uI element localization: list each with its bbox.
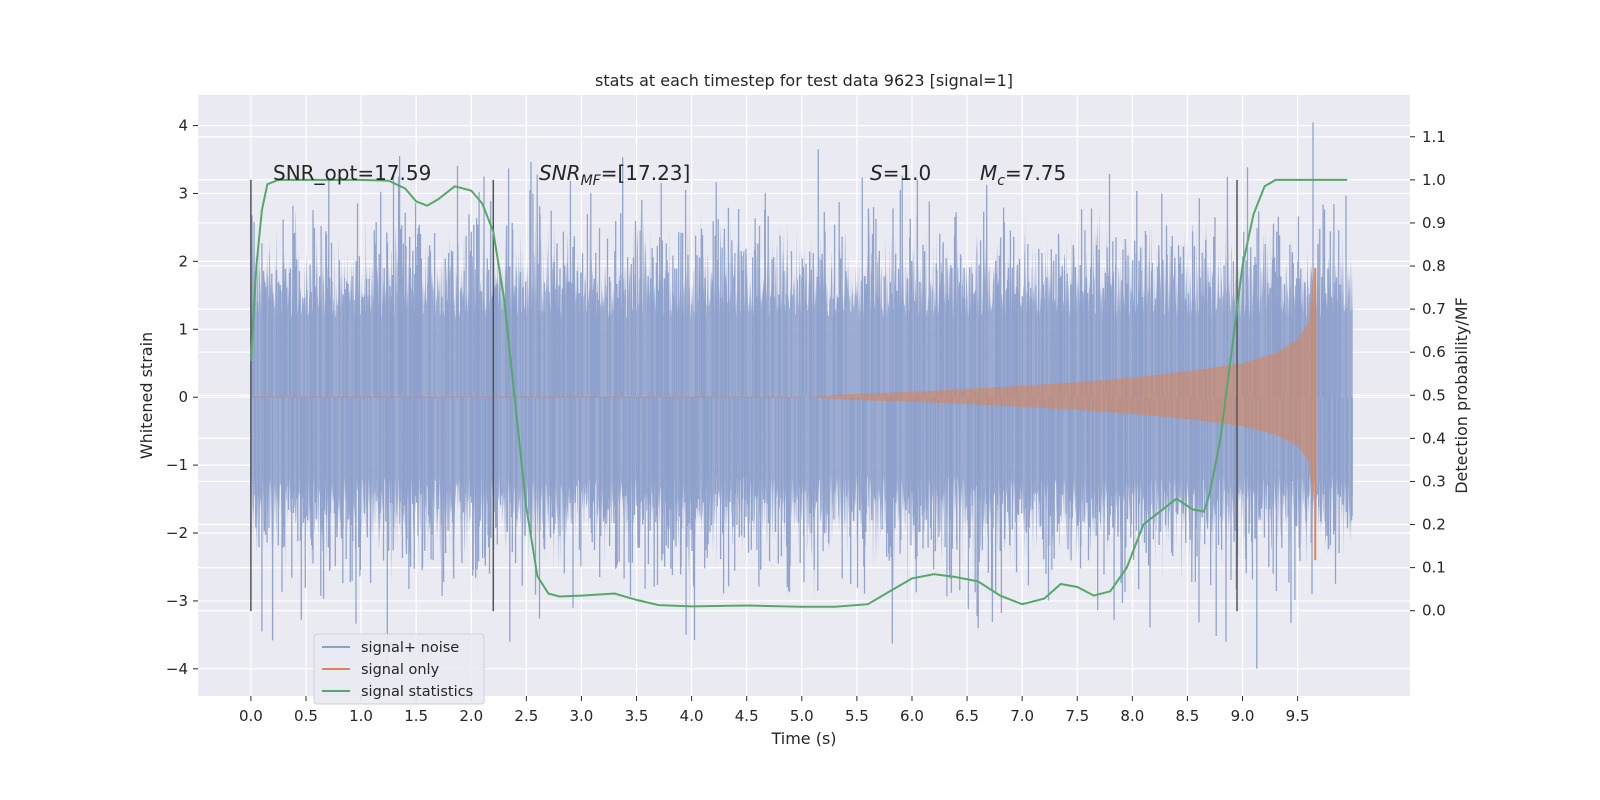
x-tick-label: 8.0	[1120, 707, 1144, 725]
annotation-mc: Mc=7.75	[980, 161, 1066, 189]
y-tick-label: −1	[166, 456, 188, 474]
signal-statistics-series	[249, 178, 1348, 608]
snr-mf-symbol: SNR	[539, 161, 581, 185]
annotation-snr-opt: SNR_opt=17.59	[273, 161, 431, 185]
y-tick-label-right: 0.2	[1422, 516, 1446, 534]
y-tick-label-right: 0.5	[1422, 386, 1446, 404]
annotation-s: S=1.0	[870, 161, 931, 185]
s-symbol: S	[870, 161, 883, 185]
chart-title: stats at each timestep for test data 962…	[595, 71, 1013, 90]
y-tick-label: 0	[178, 388, 188, 406]
x-tick-label: 6.0	[900, 707, 924, 725]
y-tick-label-right: 0.1	[1422, 559, 1446, 577]
x-tick-label: 1.5	[404, 707, 428, 725]
s-value: =1.0	[883, 161, 932, 185]
x-tick-label: 0.0	[239, 707, 263, 725]
y-tick-label: −4	[166, 660, 188, 678]
y-tick-label-right: 0.6	[1422, 343, 1446, 361]
y-tick-label-right: 0.0	[1422, 602, 1446, 620]
x-tick-label: 7.5	[1065, 707, 1089, 725]
mc-subscript: c	[997, 173, 1005, 189]
x-tick-label: 4.0	[680, 707, 704, 725]
x-tick-label: 7.0	[1010, 707, 1034, 725]
x-tick-label: 6.5	[955, 707, 979, 725]
legend-label: signal+ noise	[361, 640, 459, 656]
x-tick-label: 1.0	[349, 707, 373, 725]
snr-mf-value: =[17.23]	[601, 161, 691, 185]
y-tick-label-right: 0.8	[1422, 257, 1446, 275]
y-tick-label-right: 1.1	[1422, 128, 1446, 146]
legend-label: signal only	[361, 662, 440, 678]
legend-box	[313, 633, 485, 705]
x-tick-label: 5.0	[790, 707, 814, 725]
x-tick-label: 2.5	[514, 707, 538, 725]
x-tick-label: 8.5	[1176, 707, 1200, 725]
y-tick-label-right: 0.7	[1422, 300, 1446, 318]
y-tick-label-right: 0.3	[1422, 472, 1446, 490]
legend: signal+ noise signal only signal statistic…	[313, 633, 485, 705]
y-tick-label-right: 0.9	[1422, 214, 1446, 232]
axes: 0.0 0.5 1.0 1.5 2.0 2.5 3.0 3.5 4.0 4.5 5.0 5.5 6.0 6…	[166, 117, 1446, 725]
x-tick-label: 0.5	[294, 707, 318, 725]
annotation-snr-mf: SNRMF=[17.23]	[539, 161, 690, 189]
annotations: SNR_opt=17.59 SNRMF=[17.23] S=1.0 Mc=7.7…	[273, 161, 1066, 189]
vertical-markers	[250, 179, 1238, 612]
y-tick-label: 1	[178, 320, 188, 338]
signal-only-series	[250, 268, 1317, 561]
x-tick-label: 3.0	[570, 707, 594, 725]
y-tick-label: 2	[178, 252, 188, 270]
y-tick-label: 3	[178, 184, 188, 202]
y-axis-label-left: Whitened strain	[137, 332, 156, 459]
x-tick-label: 2.0	[459, 707, 483, 725]
x-axis-label: Time (s)	[770, 729, 836, 748]
snr-mf-subscript: MF	[581, 173, 602, 189]
y-tick-label: −2	[166, 524, 188, 542]
signal-envelope	[801, 268, 1315, 507]
y-tick-label: −3	[166, 592, 188, 610]
statistics-line	[249, 178, 1348, 608]
y-tick-label: 4	[178, 117, 188, 135]
y-tick-label-right: 0.4	[1422, 429, 1446, 447]
mc-symbol: M	[980, 161, 997, 185]
y-axis-label-right: Detection probability/MF	[1452, 297, 1471, 494]
x-tick-label: 9.0	[1231, 707, 1255, 725]
x-tick-label: 9.5	[1286, 707, 1310, 725]
y-tick-label-right: 1.0	[1422, 171, 1446, 189]
x-tick-label: 5.5	[845, 707, 869, 725]
x-tick-label: 3.5	[625, 707, 649, 725]
x-tick-label: 4.5	[735, 707, 759, 725]
mc-value: =7.75	[1005, 161, 1066, 185]
legend-label: signal statistics	[361, 684, 473, 700]
